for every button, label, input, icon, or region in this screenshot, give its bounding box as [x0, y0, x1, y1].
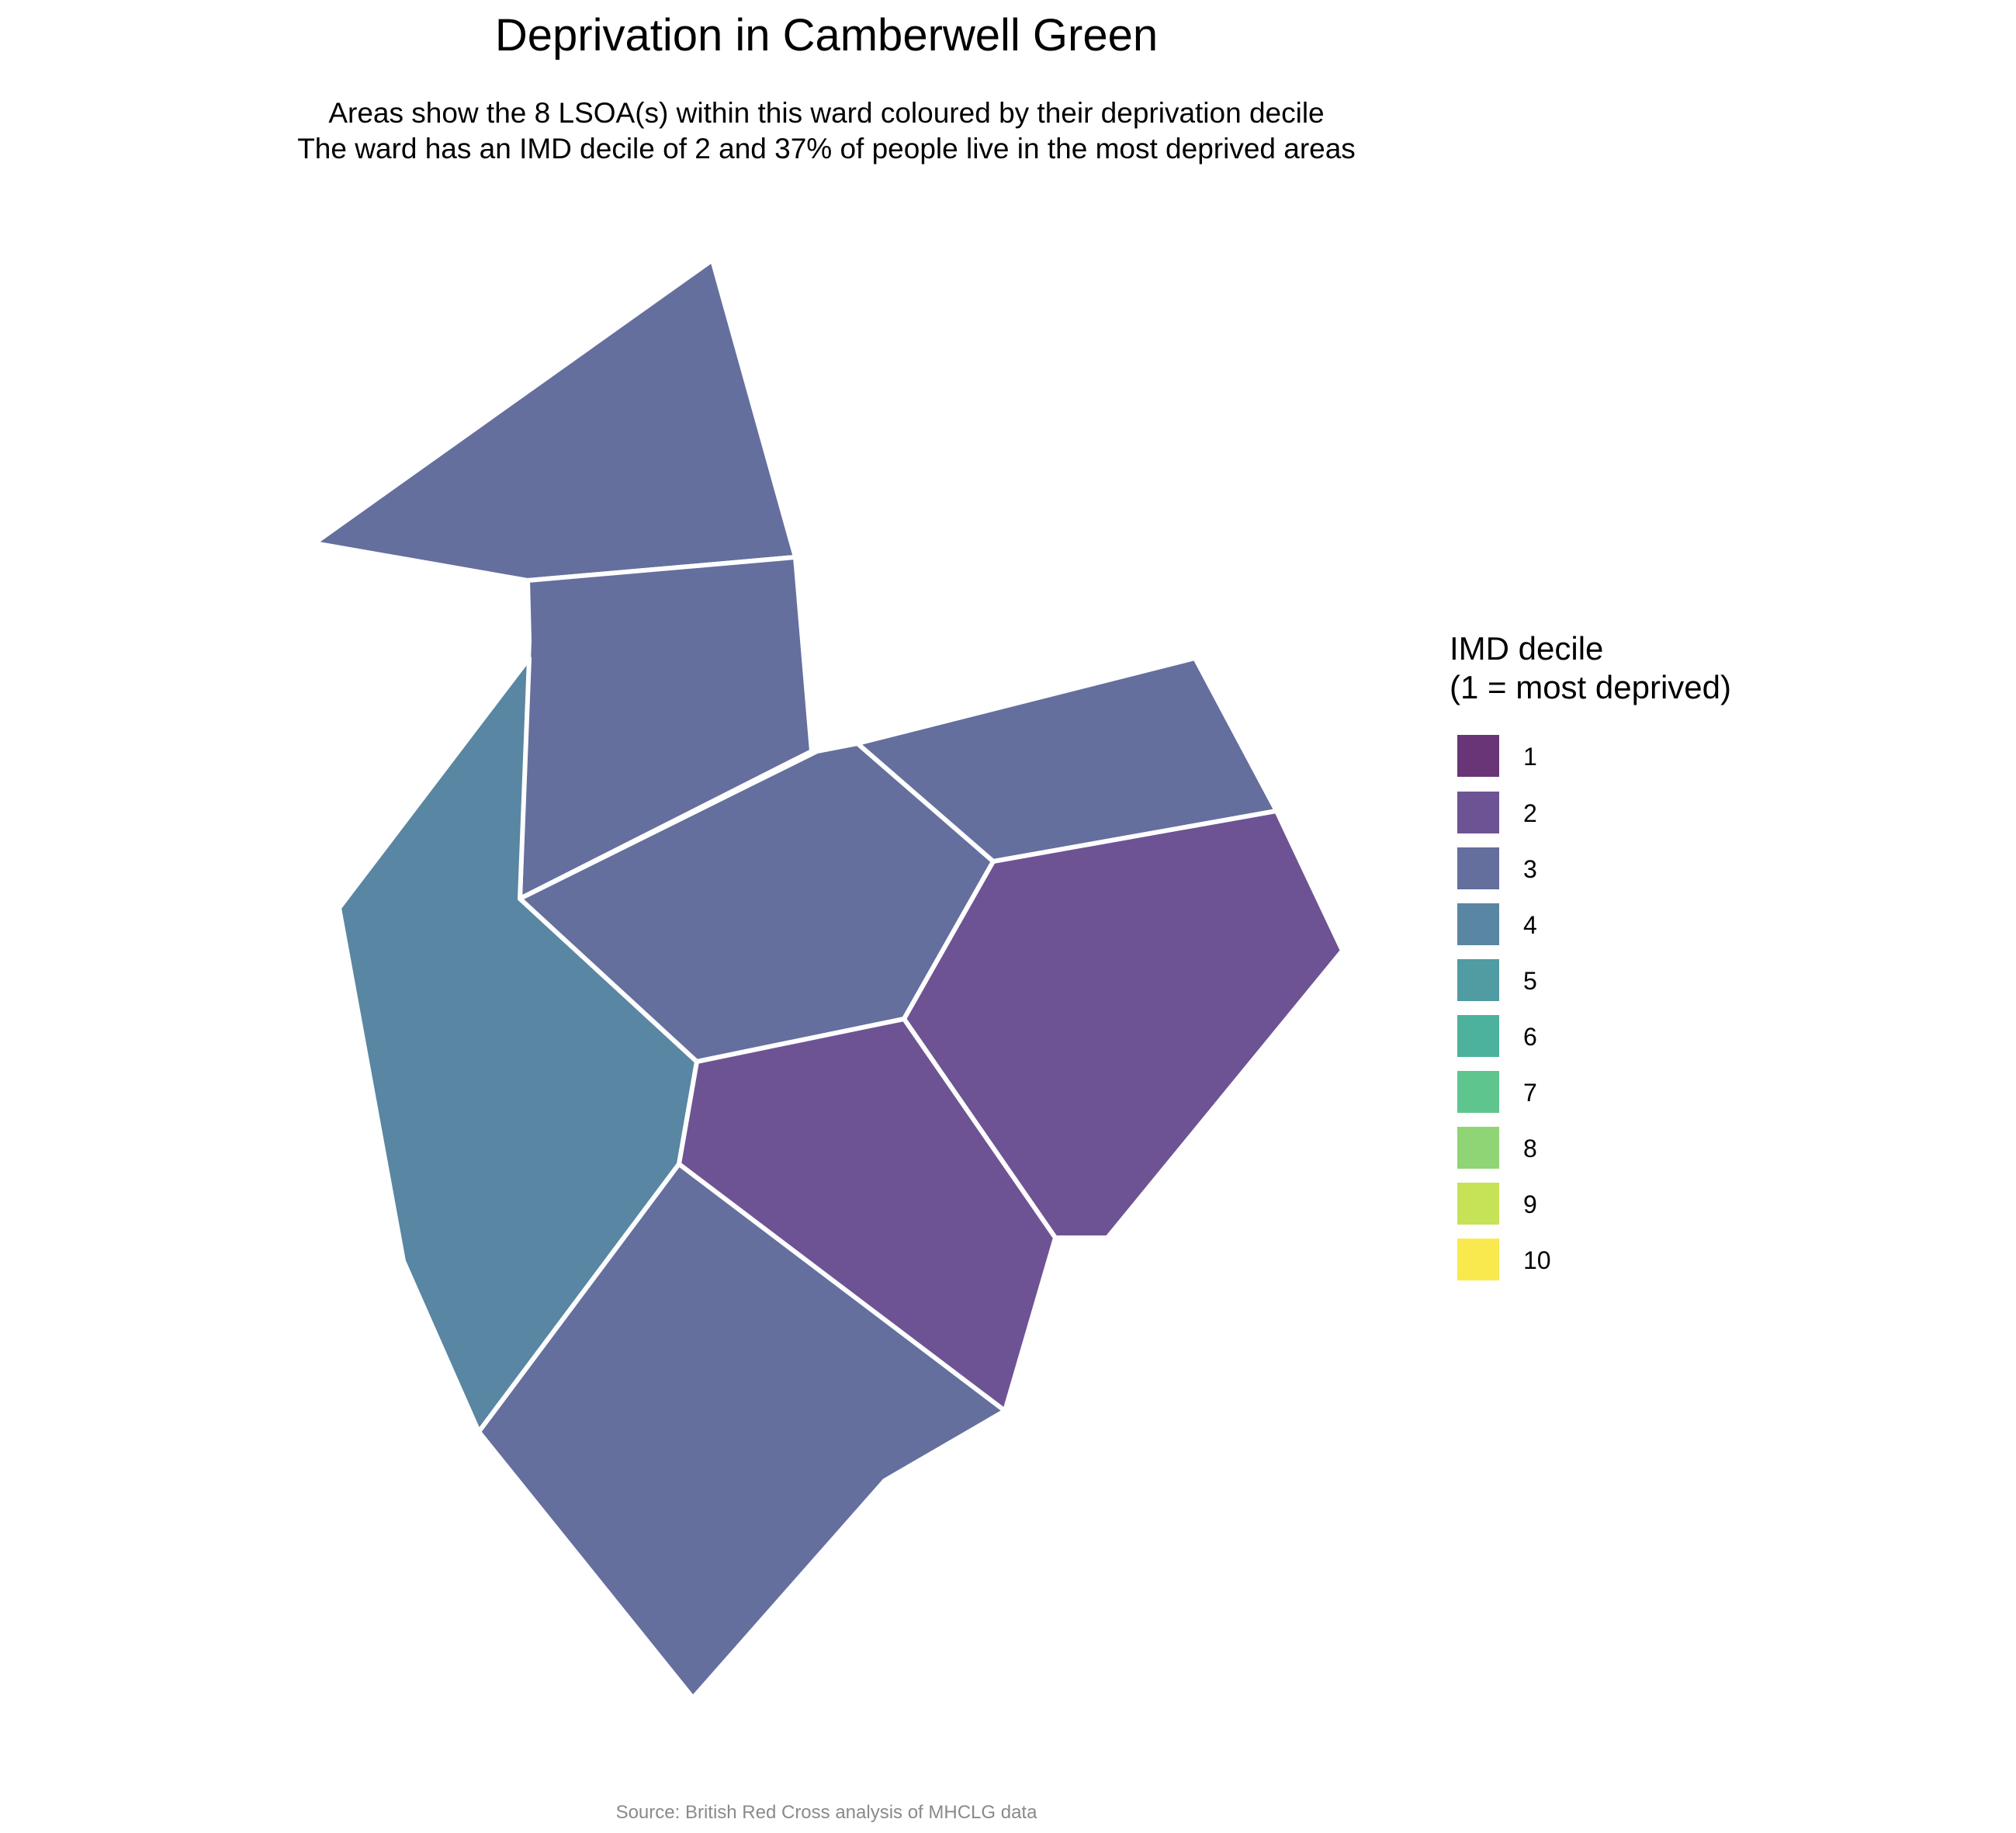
legend-item-9: 9 [1457, 1183, 1537, 1225]
map-subtitle-line-1: Areas show the 8 LSOA(s) within this war… [328, 97, 1324, 129]
legend-swatch-2 [1457, 792, 1499, 833]
legend-item-10: 10 [1457, 1239, 1551, 1280]
legend-title-line-2: (1 = most deprived) [1450, 669, 1731, 705]
lsoa-south [476, 1162, 1007, 1700]
legend-swatch-9 [1457, 1183, 1499, 1225]
legend-label-6: 6 [1523, 1023, 1537, 1051]
legend-item-5: 5 [1457, 959, 1537, 1001]
legend-label-3: 3 [1523, 855, 1537, 883]
legend-item-4: 4 [1457, 903, 1537, 945]
legend-swatch-4 [1457, 903, 1499, 945]
legend-label-10: 10 [1523, 1246, 1551, 1274]
legend-label-5: 5 [1523, 967, 1537, 995]
legend-item-6: 6 [1457, 1015, 1537, 1057]
legend-swatch-8 [1457, 1127, 1499, 1169]
legend-label-2: 2 [1523, 799, 1537, 827]
legend-item-3: 3 [1457, 847, 1537, 889]
legend-swatch-1 [1457, 735, 1499, 777]
map-title: Deprivation in Camberwell Green [495, 10, 1158, 61]
legend-swatch-10 [1457, 1239, 1499, 1280]
legend-item-1: 1 [1457, 735, 1537, 777]
legend-item-8: 8 [1457, 1127, 1537, 1169]
legend-item-2: 2 [1457, 792, 1537, 833]
legend-label-1: 1 [1523, 743, 1537, 771]
legend-label-9: 9 [1523, 1190, 1537, 1218]
legend-swatch-7 [1457, 1071, 1499, 1113]
legend-label-4: 4 [1523, 911, 1537, 939]
legend-item-7: 7 [1457, 1071, 1537, 1113]
map-subtitle-line-2: The ward has an IMD decile of 2 and 37% … [297, 133, 1356, 165]
source-caption: Source: British Red Cross analysis of MH… [616, 1802, 1038, 1823]
legend-swatch-5 [1457, 959, 1499, 1001]
legend-swatch-3 [1457, 847, 1499, 889]
legend-swatch-6 [1457, 1015, 1499, 1057]
legend: IMD decile (1 = most deprived) 1 2 3 4 5… [1450, 630, 1731, 1280]
legend-label-7: 7 [1523, 1079, 1537, 1107]
legend-label-8: 8 [1523, 1135, 1537, 1163]
lsoa-areas [312, 258, 1345, 1700]
legend-title-line-1: IMD decile [1450, 630, 1603, 667]
lsoa-north [312, 258, 798, 583]
lsoa-south-central [677, 1017, 1058, 1413]
